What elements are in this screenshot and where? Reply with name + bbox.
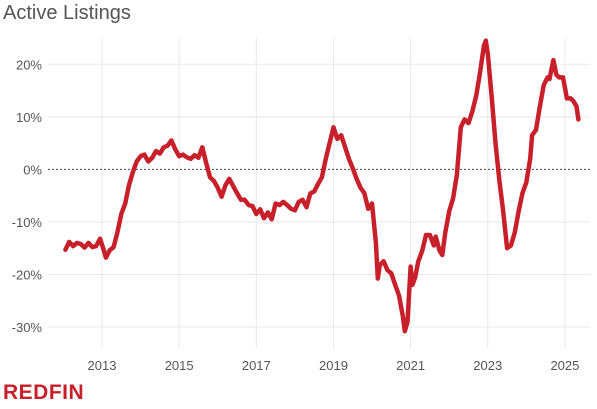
chart-title: Active Listings (3, 2, 131, 24)
y-tick-label: 20% (16, 57, 42, 72)
y-tick-label: 0% (23, 162, 42, 177)
x-tick-label: 2023 (473, 358, 502, 373)
axis-tick-labels: 20% 10% 0% -10% -20% -30% 2013 2015 2017 2019 2021… (12, 57, 580, 373)
x-tick-label: 2013 (88, 358, 117, 373)
y-tick-label: -30% (12, 320, 43, 335)
x-tick-label: 2021 (396, 358, 425, 373)
x-tick-label: 2015 (165, 358, 194, 373)
active-listings-line (63, 38, 581, 334)
redfin-logo: REDFIN (3, 381, 85, 404)
x-tick-label: 2019 (319, 358, 348, 373)
y-tick-label: 10% (16, 110, 42, 125)
x-tick-label: 2017 (242, 358, 271, 373)
y-tick-label: -20% (12, 267, 43, 282)
y-tick-label: -10% (12, 215, 43, 230)
series-layer (63, 38, 581, 334)
x-tick-label: 2025 (550, 358, 579, 373)
